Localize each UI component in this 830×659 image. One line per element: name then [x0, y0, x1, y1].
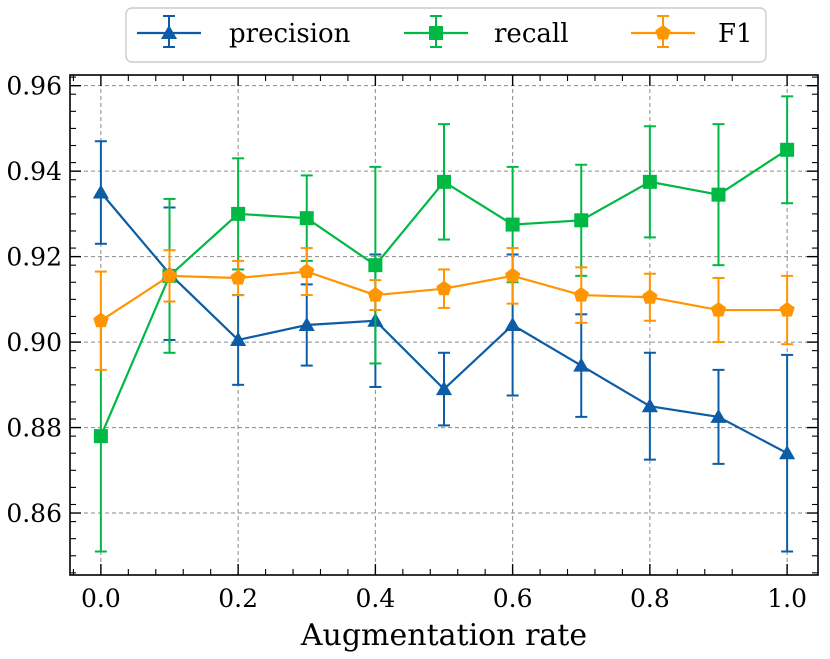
legend-items: precision recall F1	[137, 15, 753, 49]
data-point-precision	[779, 445, 796, 460]
data-point-precision	[298, 316, 315, 332]
data-point-F1	[573, 287, 589, 302]
x-tick-label: 0.8	[630, 584, 670, 613]
legend-marker-F1	[655, 24, 671, 40]
series-recall	[93, 95, 795, 553]
data-point-recall	[780, 142, 795, 157]
data-point-recall	[231, 206, 246, 221]
grid	[70, 75, 818, 575]
data-point-recall	[368, 258, 383, 273]
data-point-F1	[504, 267, 521, 283]
data-point-F1	[93, 312, 109, 328]
data-point-F1	[779, 301, 795, 317]
data-point-precision	[435, 381, 453, 396]
x-tick-label: 0.4	[355, 584, 395, 613]
data-point-F1	[161, 267, 178, 283]
data-point-recall	[711, 187, 726, 202]
data-point-precision	[92, 184, 109, 199]
data-point-F1	[642, 289, 658, 304]
x-axis-title: Augmentation rate	[300, 618, 587, 653]
data-point-F1	[230, 269, 246, 285]
x-tick-label: 0.6	[493, 584, 533, 613]
data-point-recall	[437, 174, 451, 189]
legend: precision recall F1	[125, 7, 767, 63]
data-point-precision	[573, 357, 590, 372]
y-tick-label: 0.86	[6, 499, 62, 528]
data-point-F1	[299, 263, 315, 279]
series-layer	[92, 95, 796, 553]
plot-frame	[69, 74, 819, 576]
legend-marker-recall	[429, 26, 443, 40]
legend-label-recall: recall	[494, 19, 569, 49]
x-tick-label: 0.0	[81, 584, 121, 613]
data-point-F1	[710, 301, 727, 317]
data-point-recall	[505, 217, 520, 232]
legend-item-F1: F1	[631, 15, 753, 49]
ticks	[70, 75, 818, 575]
data-point-recall	[642, 174, 657, 189]
data-point-precision	[641, 398, 658, 413]
data-point-precision	[230, 331, 247, 346]
legend-label-F1: F1	[718, 19, 753, 49]
y-tick-label: 0.88	[6, 414, 62, 443]
data-point-recall	[93, 429, 108, 444]
legend-item-recall: recall	[404, 15, 569, 49]
y-tick-label: 0.92	[6, 243, 62, 272]
data-point-recall	[574, 213, 589, 228]
legend-marker-precision	[160, 24, 178, 40]
x-tick-label: 0.2	[218, 584, 258, 613]
legend-label-precision: precision	[229, 19, 351, 49]
legend-item-precision: precision	[137, 15, 351, 49]
data-point-precision	[710, 408, 727, 423]
data-point-recall	[299, 211, 314, 226]
data-point-F1	[436, 280, 452, 296]
x-tick-label: 1.0	[767, 584, 807, 613]
y-tick-label: 0.90	[6, 328, 62, 357]
data-point-precision	[504, 316, 521, 332]
series-F1	[93, 247, 795, 371]
y-tick-label: 0.96	[6, 72, 62, 101]
data-point-F1	[367, 287, 384, 302]
tick-labels: 0.0 0.2 0.4 0.6 0.8 1.0 0.86 0.88 0.90 0.92 0.94 0.…	[6, 72, 807, 613]
y-tick-label: 0.94	[6, 157, 62, 186]
legend-box	[125, 7, 767, 63]
